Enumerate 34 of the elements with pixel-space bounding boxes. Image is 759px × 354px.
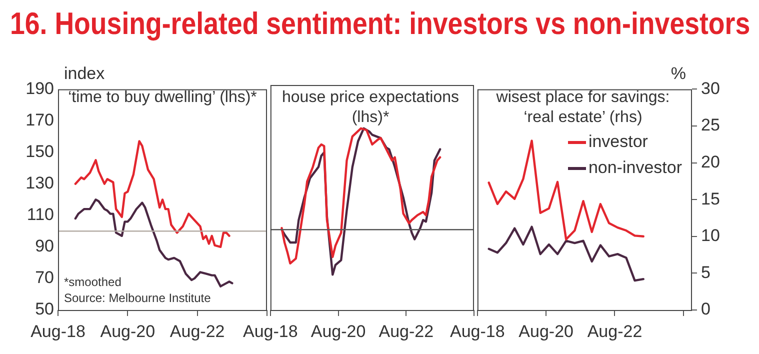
y-tick-label: 70 bbox=[35, 268, 54, 288]
chart-subtitle: ‘time to buy dwelling’ (lhs)* bbox=[68, 88, 258, 108]
y-tick-label: 110 bbox=[26, 205, 54, 224]
y2-tick-label: 30 bbox=[701, 78, 720, 98]
x-tick-label: Aug-22 bbox=[170, 322, 225, 341]
annotation: *smoothed bbox=[64, 274, 122, 290]
legend-label: investor bbox=[588, 131, 648, 153]
y2-tick-label: 20 bbox=[701, 152, 720, 172]
x-tick-label: Aug-18 bbox=[450, 322, 505, 341]
y-tick-label: 90 bbox=[35, 236, 54, 256]
y2-tick-label: 5 bbox=[701, 262, 710, 282]
x-tick-label: Aug-20 bbox=[310, 322, 366, 341]
x-tick-label: Aug-20 bbox=[100, 322, 156, 341]
y-tick-label: 150 bbox=[26, 142, 54, 161]
x-tick-label: Aug-18 bbox=[30, 322, 86, 341]
legend-label: non-investor bbox=[588, 157, 682, 179]
y-tick-label: 50 bbox=[35, 300, 54, 319]
x-tick-label: Aug-20 bbox=[518, 322, 574, 341]
y2-tick-label: 10 bbox=[701, 226, 720, 246]
y-tick-label: 170 bbox=[26, 110, 54, 130]
y2-tick-label: 15 bbox=[701, 189, 720, 208]
text: wisest place for savings: ‘real estate’ (rhs) bbox=[495, 88, 671, 128]
text: house price expectations (lhs)* bbox=[281, 88, 460, 128]
y-axis-title: index bbox=[64, 64, 105, 84]
y-tick-label: 190 bbox=[26, 78, 54, 98]
text: 16. Housing-related sentiment: investors vs non-investors bbox=[10, 6, 750, 42]
y2-tick-label: 25 bbox=[701, 116, 720, 135]
x-tick-label: Aug-22 bbox=[587, 322, 642, 341]
x-tick-label: Aug-22 bbox=[378, 322, 434, 341]
y2-axis-title: % bbox=[670, 64, 686, 84]
annotation: Source: Melbourne Institute bbox=[64, 290, 211, 306]
y2-tick-label: 0 bbox=[701, 300, 710, 319]
x-tick-label: Aug-18 bbox=[242, 322, 298, 341]
y-tick-label: 130 bbox=[26, 174, 54, 193]
